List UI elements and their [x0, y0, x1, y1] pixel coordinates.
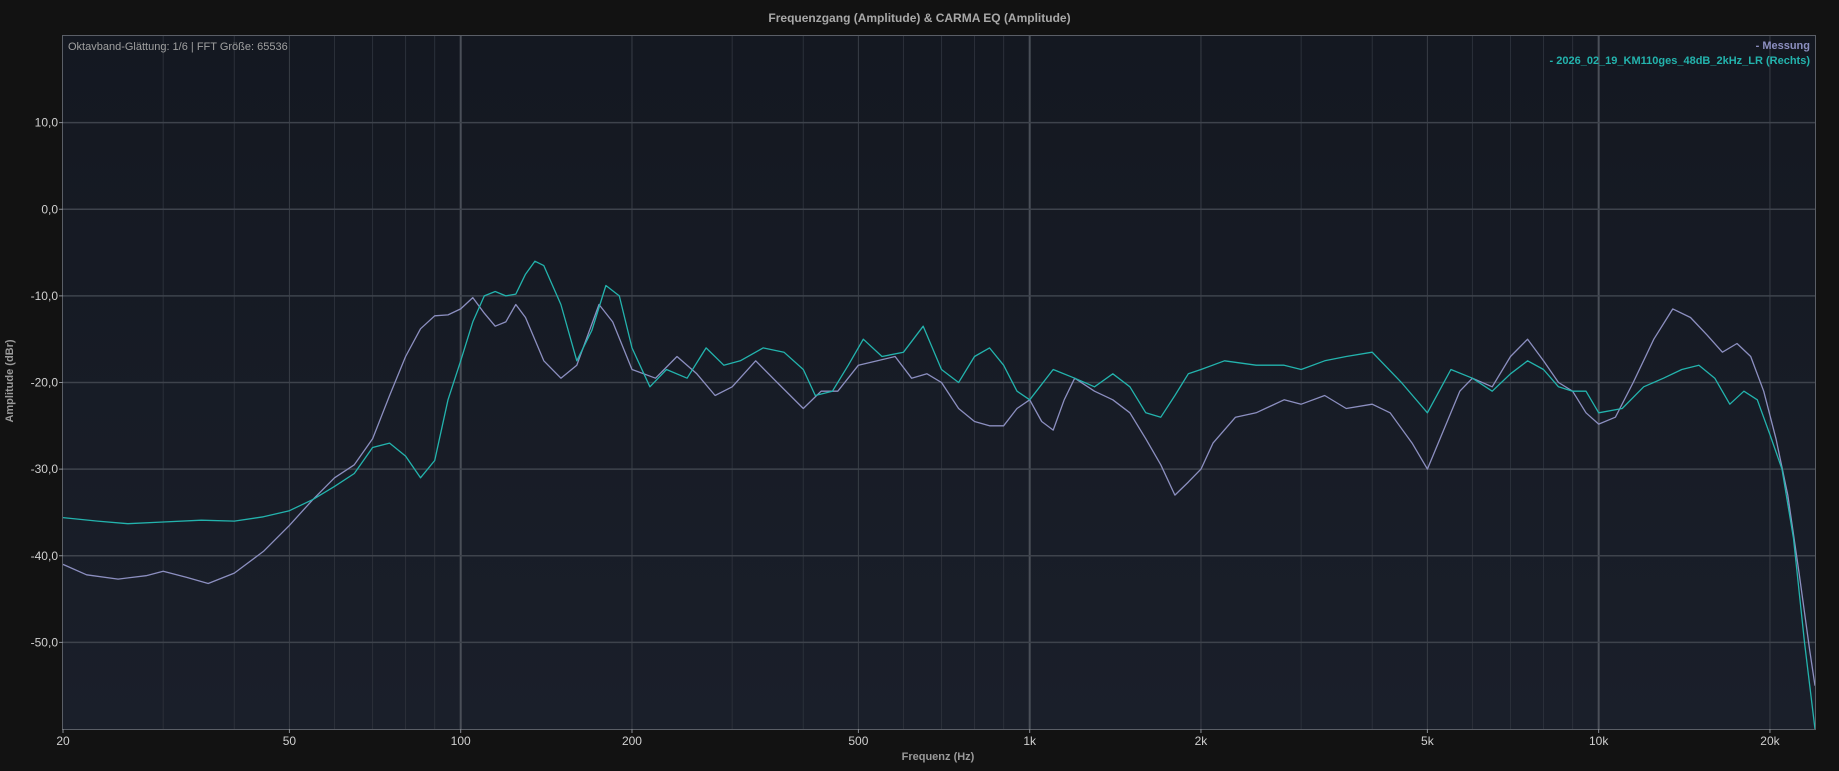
series-line-2 [63, 260, 1815, 729]
legend-entry-2: - 2026_02_19_KM110ges_48dB_2kHz_LR (Rech… [1550, 55, 1811, 67]
y-tick-label: -10,0 [31, 289, 59, 303]
x-tick-label: 20k [1760, 734, 1780, 748]
y-tick-label: -40,0 [31, 549, 59, 563]
x-axis-label: Frequenz (Hz) [902, 751, 975, 763]
chart-title: Frequenzgang (Amplitude) & CARMA EQ (Amp… [768, 11, 1070, 25]
x-tick-label: 2k [1195, 734, 1209, 748]
smoothing-info-text: Oktavband-Glättung: 1/6 | FFT Größe: 655… [68, 41, 288, 53]
y-axis-label: Amplitude (dBr) [4, 339, 16, 422]
y-tick-label: 10,0 [35, 116, 59, 130]
y-tick-label: -20,0 [31, 376, 59, 390]
y-tick-labels: 10,0 0,0 -10,0 -20,0 -30,0 -40,0 -50,0 [31, 116, 63, 649]
x-tick-label: 1k [1023, 734, 1037, 748]
x-tick-label: 20 [56, 734, 70, 748]
x-tick-label: 5k [1421, 734, 1435, 748]
y-tick-label: -50,0 [31, 635, 59, 649]
x-tick-label: 200 [622, 734, 642, 748]
x-tick-label: 100 [451, 734, 471, 748]
series-lines [63, 260, 1815, 729]
y-tick-label: 0,0 [41, 202, 58, 216]
legend-entry-1: - Messung [1756, 40, 1810, 52]
x-tick-label: 10k [1589, 734, 1609, 748]
x-tick-label: 50 [283, 734, 297, 748]
x-tick-label: 500 [848, 734, 868, 748]
x-tick-labels: 20 50 100 200 500 1k 2k 5k 10k 20k [56, 729, 1781, 748]
legend: - Messung - 2026_02_19_KM110ges_48dB_2kHz… [1550, 40, 1811, 67]
y-tick-label: -30,0 [31, 462, 59, 476]
